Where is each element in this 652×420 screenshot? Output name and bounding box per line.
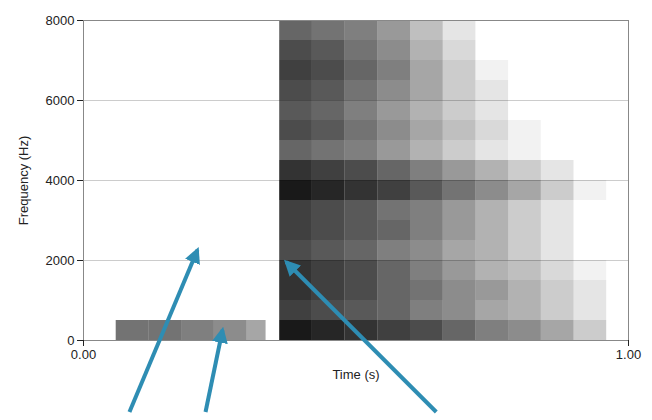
svg-text:4000: 4000 bbox=[46, 173, 75, 188]
svg-text:0: 0 bbox=[67, 333, 74, 348]
svg-text:2000: 2000 bbox=[46, 253, 75, 268]
svg-text:Time (s): Time (s) bbox=[332, 367, 379, 382]
svg-text:8000: 8000 bbox=[46, 13, 75, 28]
svg-text:0.00: 0.00 bbox=[71, 347, 96, 362]
svg-text:6000: 6000 bbox=[46, 93, 75, 108]
svg-text:Frequency (Hz): Frequency (Hz) bbox=[16, 136, 31, 226]
svg-text:1.00: 1.00 bbox=[616, 347, 641, 362]
